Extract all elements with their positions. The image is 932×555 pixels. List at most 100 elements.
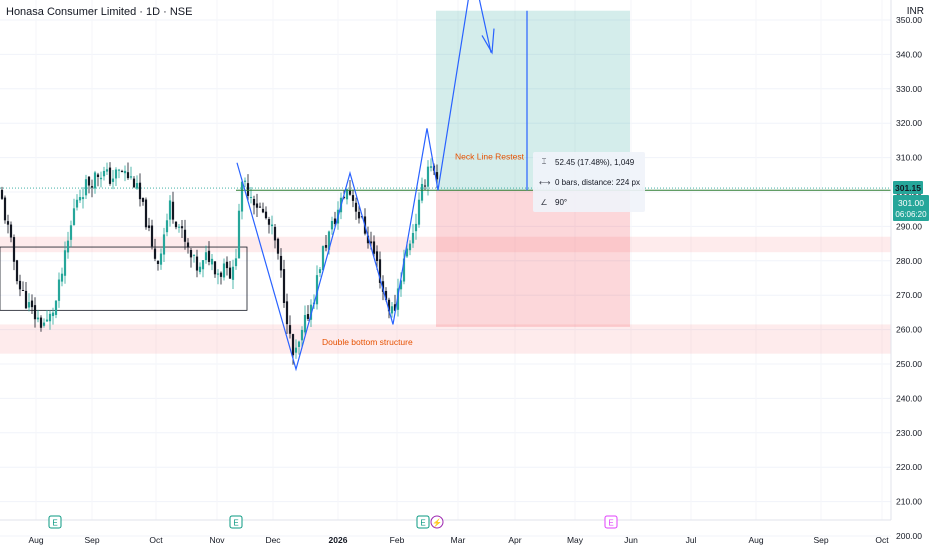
candle-body <box>399 280 403 290</box>
candle-body <box>252 198 256 206</box>
candle-body <box>204 252 208 261</box>
candle-body <box>261 208 265 213</box>
candle-body <box>147 225 151 228</box>
candle-body <box>132 178 136 188</box>
candle-body <box>273 226 277 241</box>
candle-body <box>93 172 97 189</box>
candle-body <box>78 197 82 201</box>
event-symbol: E <box>420 519 425 528</box>
event-symbol: E <box>608 519 613 528</box>
x-tick-label: May <box>567 535 584 545</box>
candle-body <box>294 347 298 353</box>
angle-icon: ∠ <box>540 197 548 207</box>
y-tick-label: 280.00 <box>896 256 922 266</box>
symbol-title: Honasa Consumer Limited · 1D · NSE <box>6 6 193 18</box>
candle-body <box>51 312 55 317</box>
candle-body <box>21 290 25 292</box>
measure-price-change: 52.45 (17.48%), 1,049 <box>555 157 635 167</box>
candle-body <box>126 172 130 179</box>
candle-body <box>246 183 250 196</box>
candle-body <box>429 166 433 168</box>
y-tick-label: 320.00 <box>896 118 922 128</box>
double-bottom-pattern-line <box>236 0 492 372</box>
candle-body <box>90 186 94 188</box>
candle-body <box>27 302 31 308</box>
candle-body <box>216 273 220 275</box>
long-position-stop-zone <box>436 190 630 327</box>
candle-body <box>258 206 262 208</box>
x-tick-label: Oct <box>875 535 889 545</box>
candle-body <box>0 189 4 199</box>
event-symbol: ⚡ <box>432 518 442 528</box>
candle-body <box>222 263 226 278</box>
candle-body <box>309 304 313 320</box>
earnings-event-icon <box>229 515 243 529</box>
candle-body <box>42 322 46 326</box>
candle-body <box>189 249 193 258</box>
current-price-label: 301.00 <box>898 198 924 208</box>
candle-body <box>198 266 202 273</box>
y-tick-label: 200.00 <box>896 531 922 541</box>
candle-body <box>12 237 16 262</box>
candle-body <box>174 221 178 228</box>
candle-body <box>75 199 79 208</box>
candle-body <box>210 258 214 265</box>
x-tick-label: 2026 <box>329 535 348 545</box>
candle-body <box>159 253 163 265</box>
measure-angle: 90° <box>555 197 568 207</box>
candle-body <box>333 218 337 225</box>
resistance-zone <box>0 236 891 253</box>
candle-body <box>255 203 259 208</box>
candle-body <box>384 290 388 301</box>
candle-body <box>114 169 118 179</box>
y-tick-label: 330.00 <box>896 84 922 94</box>
candle-body <box>183 229 187 242</box>
candle-body <box>285 301 289 325</box>
candle-body <box>327 231 331 250</box>
y-tick-label: 270.00 <box>896 290 922 300</box>
candle-body <box>306 314 310 319</box>
candle-body <box>9 224 13 238</box>
candle-body <box>81 197 85 200</box>
candle-body <box>99 177 103 180</box>
y-tick-label: 220.00 <box>896 462 922 472</box>
support-zone <box>0 324 891 354</box>
measure-bars-row: ⟷ 0 bars, distance: 224 px <box>533 172 645 192</box>
candle-body <box>150 225 154 247</box>
candle-body <box>264 211 268 219</box>
candle-body <box>117 169 121 171</box>
event-symbol: E <box>52 519 57 528</box>
earnings-event-icon <box>604 515 618 529</box>
candle-body <box>357 211 361 219</box>
candle-body <box>66 240 70 253</box>
candle-body <box>228 267 232 279</box>
candle-body <box>315 275 319 305</box>
currency-label[interactable]: INR <box>906 6 924 17</box>
y-tick-label: 260.00 <box>896 325 922 335</box>
candle-body <box>15 260 19 282</box>
x-tick-label: Apr <box>508 535 521 545</box>
candle-body <box>300 329 304 341</box>
candle-body <box>426 166 430 187</box>
candle-body <box>156 261 160 264</box>
event-symbol: E <box>233 519 238 528</box>
measure-angle-row: ∠ 90° <box>533 192 645 212</box>
candle-body <box>84 179 88 196</box>
y-tick-label: 210.00 <box>896 497 922 507</box>
candle-body <box>129 176 133 178</box>
price-axis-panel <box>891 0 932 550</box>
candle-body <box>375 251 379 262</box>
candle-body <box>420 183 424 201</box>
candle-body <box>279 255 283 271</box>
candle-body <box>417 199 421 225</box>
candle-body <box>60 273 64 282</box>
x-tick-label: Mar <box>451 535 466 545</box>
candle-body <box>48 313 52 322</box>
candle-body <box>393 304 397 311</box>
candle-body <box>45 319 49 322</box>
earnings-event-icon <box>416 515 430 529</box>
earnings-event-icon <box>48 515 62 529</box>
candle-body <box>402 258 406 282</box>
neckline-annotation: Neck Line Restest <box>455 151 525 161</box>
